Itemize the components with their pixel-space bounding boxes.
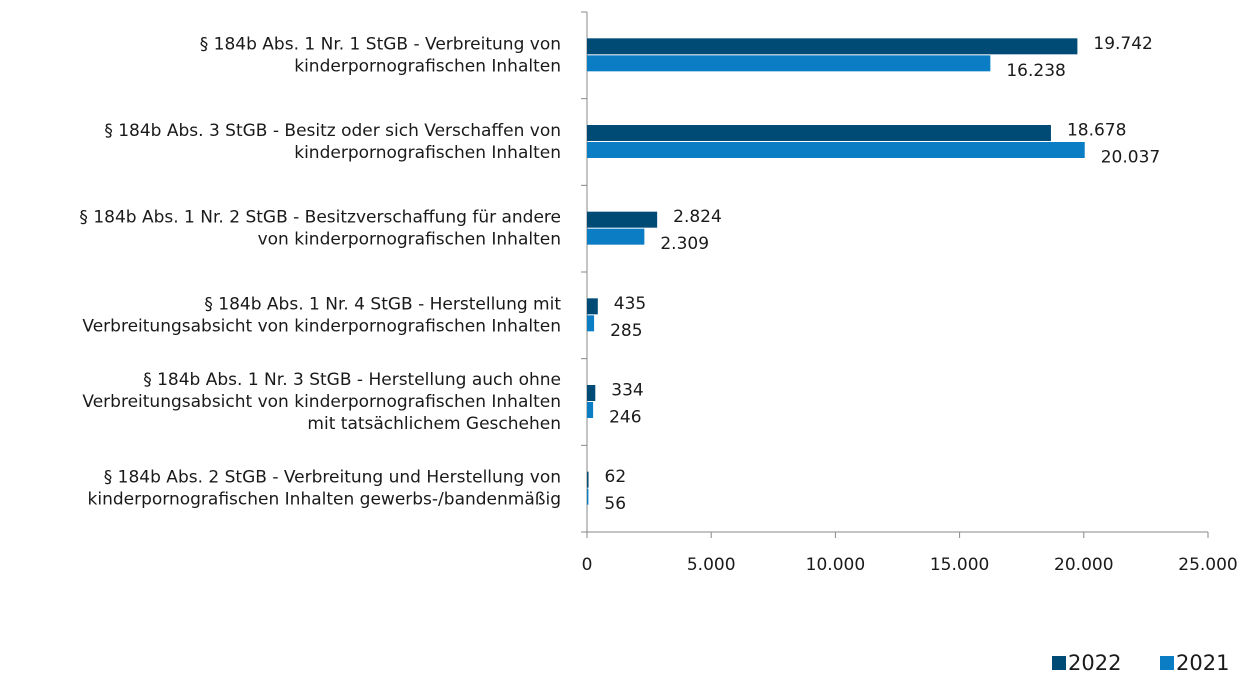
category-label: mit tatsächlichem Geschehen [307,414,561,434]
x-tick-label: 5.000 [687,555,736,575]
x-tick-label: 0 [582,555,593,575]
bar [587,402,594,418]
bar [587,471,589,488]
value-label: 2.824 [673,207,722,227]
value-label: 19.742 [1093,34,1152,54]
value-label: 20.037 [1101,148,1160,168]
value-label: 334 [611,381,643,401]
category-label: § 184b Abs. 1 Nr. 3 StGB - Herstellung a… [143,370,561,390]
x-tick-label: 25.000 [1178,555,1237,575]
value-label: 2.309 [660,234,709,254]
legend-swatch [1160,656,1174,670]
bar [587,38,1078,55]
x-tick-label: 20.000 [1054,555,1113,575]
legend-label: 2022 [1068,651,1121,675]
category-label: kinderpornografischen Inhalten gewerbs-/… [88,490,562,510]
category-label: § 184b Abs. 3 StGB - Besitz oder sich Ve… [104,121,561,141]
bar [587,488,589,505]
bar [587,211,658,228]
legend-label: 2021 [1176,651,1229,675]
value-label: 16.238 [1006,61,1065,81]
x-tick-label: 15.000 [930,555,989,575]
value-label: 18.678 [1067,121,1126,141]
category-label: von kinderpornografischen Inhalten [258,230,561,250]
category-label: Verbreitungsabsicht von kinderpornografi… [82,316,561,336]
category-label: § 184b Abs. 1 Nr. 4 StGB - Herstellung m… [204,294,561,314]
category-label: Verbreitungsabsicht von kinderpornografi… [82,392,561,412]
category-label: § 184b Abs. 1 Nr. 2 StGB - Besitzverscha… [79,208,561,228]
bar [587,315,595,332]
bar [587,228,645,245]
bar [587,55,991,72]
bar [587,142,1085,158]
value-label: 56 [604,494,626,514]
legend: 2022 2021 [1052,651,1229,675]
value-label: 435 [614,294,646,314]
bar [587,385,596,401]
category-label: § 184b Abs. 2 StGB - Verbreitung und Her… [104,468,561,488]
value-label: 62 [605,467,627,487]
category-label: kinderpornografischen Inhalten [294,56,561,76]
bar [587,298,598,315]
x-tick-label: 10.000 [806,555,865,575]
bar [587,125,1051,141]
value-label: 285 [610,321,642,341]
value-label: 246 [609,408,641,428]
category-label: kinderpornografischen Inhalten [294,143,561,163]
category-label: § 184b Abs. 1 Nr. 1 StGB - Verbreitung v… [200,34,561,54]
legend-swatch [1052,656,1066,670]
